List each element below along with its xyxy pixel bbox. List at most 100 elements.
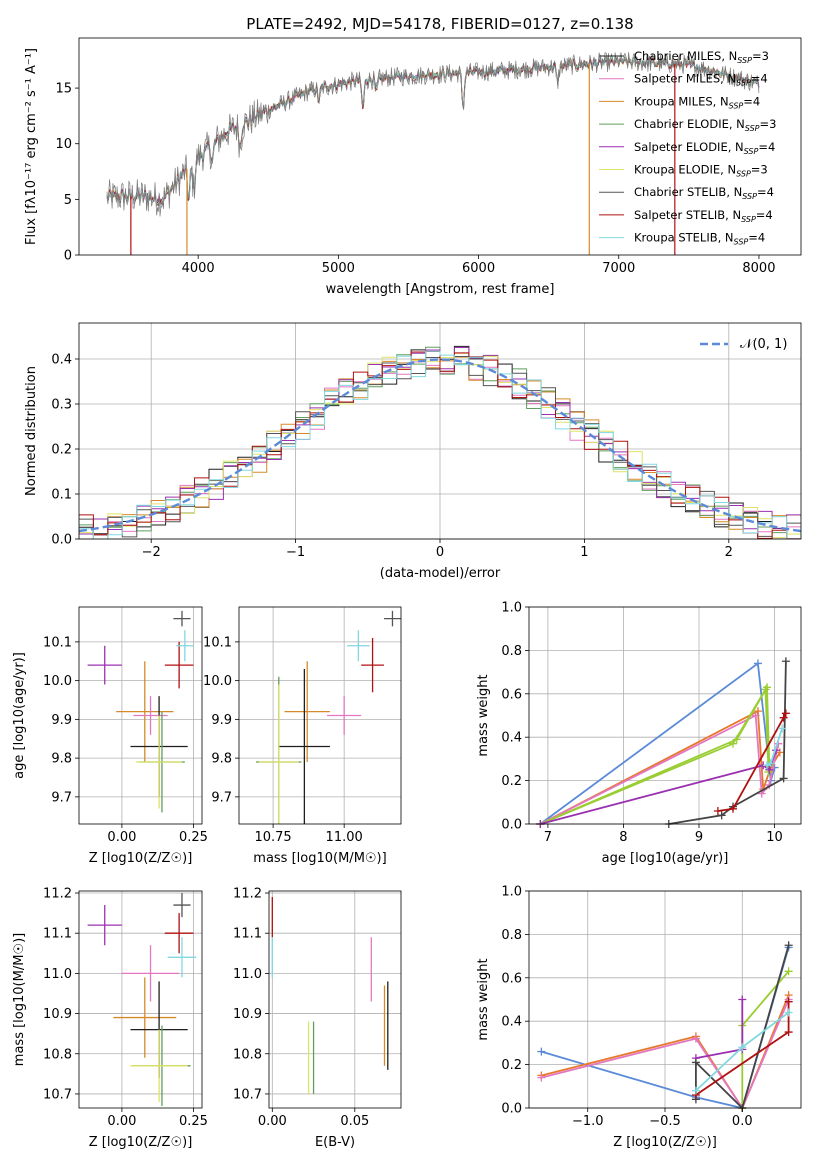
x-axis-label: (data-model)/error (380, 566, 501, 581)
plot-area-age_vs_Z (87, 610, 194, 813)
y-tick-label: 11.2 (233, 887, 262, 902)
y-tick-label: 0.4 (501, 1015, 522, 1030)
axes-mass_vs_ebv: 0.00 0.05 10.7 10.8 10.9 11.0 11.1 11.2 E(B-V) (233, 887, 402, 1150)
y-tick-label: 0.4 (51, 353, 72, 368)
mass-weight-line (541, 999, 790, 1110)
y-axis-label: Flux [fλ10⁻¹⁷ erg cm⁻² s⁻¹ A⁻¹] (24, 48, 39, 245)
plot-area-mass_vs_ebv (271, 897, 389, 1094)
legend-label: 𝒩(0, 1) (740, 337, 787, 352)
y-tick-label: 0.0 (51, 533, 72, 548)
y-tick-label: 10.9 (233, 1007, 262, 1022)
mass-weight-marker (784, 997, 793, 1006)
y-tick-label: 0.6 (501, 971, 522, 986)
y-tick-label: 1.0 (501, 601, 522, 616)
x-axis-label: wavelength [Angstrom, rest frame] (326, 282, 555, 297)
mass-weight-marker (765, 765, 774, 774)
legend-label: Salpeter ELODIE, NSSP=4 (634, 140, 775, 156)
gaussian-curve (79, 358, 801, 533)
y-tick-label: 0.4 (501, 731, 522, 746)
y-tick-label: 0.8 (501, 928, 522, 943)
x-tick-label: 9 (695, 830, 703, 845)
mass-weight-line (539, 661, 776, 825)
plot-area-spectrum (106, 51, 760, 255)
mass-weight-line (717, 712, 787, 812)
legend-label: Chabrier MILES, NSSP=3 (634, 49, 769, 65)
x-tick-label: 7 (544, 830, 552, 845)
mass-weight-marker (761, 685, 770, 694)
mass-weight-marker (766, 759, 775, 768)
x-tick-label: −2 (142, 545, 161, 560)
axes-frame (528, 890, 802, 1109)
mass-weight-line (540, 749, 777, 825)
x-tick-label: 0.00 (107, 1114, 136, 1129)
axes-massweight_vs_Z: −1.0 −0.5 0.0 0.0 0.2 0.4 0.6 0.8 1.0 Z [log10(Z/… (476, 885, 802, 1150)
mass-weight-marker (784, 1008, 793, 1017)
y-tick-label: 0.1 (51, 488, 72, 503)
mass-weight-marker (691, 1058, 700, 1067)
mass-weight-marker (691, 1086, 700, 1095)
x-axis-label: Z [log10(Z/Z☉)] (613, 1135, 717, 1150)
spectrum-legend: Chabrier MILES, NSSP=3 Salpeter MILES, NS… (599, 49, 776, 247)
plot-area-massweight_vs_Z (537, 941, 793, 1112)
y-tick-label: 0 (64, 249, 72, 264)
y-tick-label: 0.2 (501, 1058, 522, 1073)
x-tick-label: 0.0 (732, 1114, 753, 1129)
mass-weight-marker (779, 774, 788, 783)
legend-label: Salpeter MILES, NSSP=4 (634, 72, 768, 88)
mass-weight-marker (537, 1073, 546, 1082)
x-tick-label: 6000 (462, 261, 495, 276)
axes-frame (78, 322, 802, 540)
legend-label: Salpeter STELIB, NSSP=4 (634, 208, 773, 224)
axes-spectrum: 4000 5000 6000 7000 8000 0 5 10 15 wavelength [An… (24, 37, 802, 297)
mass-weight-marker (779, 713, 788, 722)
y-tick-label: 15 (55, 82, 72, 97)
x-tick-label: 10 (766, 830, 783, 845)
mass-weight-marker (738, 1043, 747, 1052)
y-tick-label: 11.2 (43, 887, 72, 902)
axes-frame (78, 37, 802, 256)
x-tick-label: 0.05 (340, 1114, 369, 1129)
y-tick-label: 0.8 (501, 644, 522, 659)
axes-age_vs_Z: 0.00 0.25 9.7 9.8 9.9 10.0 10.1 Z [log10(Z/Z☉)]… (12, 606, 208, 866)
y-tick-label: 9.9 (211, 713, 232, 728)
y-tick-label: 11.0 (233, 967, 262, 982)
plot-area-mass_vs_Z (87, 893, 197, 1106)
x-tick-label: −0.5 (649, 1114, 681, 1129)
x-axis-label: E(B-V) (315, 1135, 355, 1150)
mass-weight-marker (751, 711, 760, 720)
y-tick-label: 10.1 (203, 635, 232, 650)
y-tick-label: 9.8 (51, 752, 72, 767)
x-axis-label: Z [log10(Z/Z☉)] (89, 851, 193, 866)
y-tick-label: 11.1 (233, 927, 262, 942)
mass-weight-marker (537, 1047, 546, 1056)
y-tick-label: 10.8 (233, 1047, 262, 1062)
y-tick-label: 0.6 (501, 687, 522, 702)
legend-label: Chabrier STELIB, NSSP=4 (634, 185, 774, 201)
x-axis-label: age [log10(age/yr)] (602, 851, 729, 866)
axes-frame (268, 890, 402, 1109)
y-tick-label: 10.7 (233, 1087, 262, 1102)
y-tick-label: 10.0 (43, 674, 72, 689)
axes-frame (78, 606, 203, 825)
plot-area-massweight_vs_age (536, 657, 790, 828)
y-tick-label: 10.8 (43, 1047, 72, 1062)
mass-weight-marker (753, 659, 762, 668)
x-tick-label: 8000 (742, 261, 775, 276)
mass-weight-marker (784, 1028, 793, 1037)
legend-label: Kroupa ELODIE, NSSP=3 (634, 163, 768, 179)
y-tick-label: 11.0 (43, 967, 72, 982)
y-tick-label: 10.9 (43, 1007, 72, 1022)
axes-residuals: −2 −1 0 1 2 0.0 0.1 0.2 0.3 0.4 (data-model)/error… (24, 322, 802, 581)
x-tick-label: 8 (619, 830, 627, 845)
y-axis-label: mass weight (476, 674, 491, 756)
y-tick-label: 0.2 (51, 443, 72, 458)
x-tick-label: 10.75 (254, 830, 291, 845)
y-axis-label: Normed distribution (24, 366, 39, 496)
x-tick-label: 4000 (182, 261, 215, 276)
mass-weight-marker (729, 804, 737, 813)
y-tick-label: 9.8 (211, 752, 232, 767)
y-tick-label: 9.7 (51, 790, 72, 805)
y-tick-label: 9.7 (211, 790, 232, 805)
